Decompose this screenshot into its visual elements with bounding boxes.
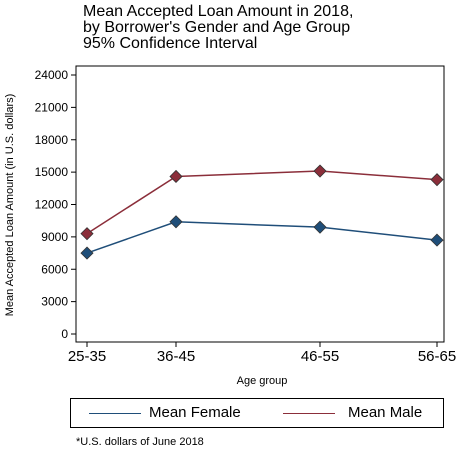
chart-title-line-1: Mean Accepted Loan Amount in 2018, [83, 3, 354, 20]
x-tick-label: 46-55 [301, 348, 339, 365]
footnote: *U.S. dollars of June 2018 [76, 436, 204, 448]
legend: Mean Female Mean Male [70, 398, 444, 428]
y-tick-label: 15000 [35, 165, 69, 179]
plot-frame [75, 65, 445, 343]
x-tick-label: 36-45 [157, 348, 195, 365]
y-axis-label: Mean Accepted Loan Amount (in U.S. dolla… [4, 93, 16, 317]
y-tick-label: 21000 [35, 100, 69, 114]
chart-title-line-2: by Borrower's Gender and Age Group [83, 19, 351, 36]
data-point-female [80, 246, 94, 260]
y-tick-label: 0 [61, 327, 68, 341]
legend-male-line [283, 413, 335, 414]
y-tick-label: 18000 [35, 133, 69, 147]
legend-male-label: Mean Male [348, 404, 423, 421]
data-point-male [80, 227, 94, 241]
x-tick-label: 56-65 [418, 348, 456, 365]
x-axis-label: Age group [236, 375, 288, 387]
legend-female-line [89, 413, 141, 414]
data-point-female [430, 233, 444, 247]
chart-title-line-3: 95% Confidence Interval [83, 35, 258, 52]
x-tick-label: 25-35 [68, 348, 106, 365]
y-tick-label: 6000 [41, 262, 68, 276]
data-point-male [430, 173, 444, 187]
y-tick-label: 9000 [41, 230, 68, 244]
y-tick-label: 3000 [41, 295, 68, 309]
data-point-female [169, 215, 183, 229]
series-line-male [86, 170, 438, 235]
y-tick-label: 12000 [35, 198, 69, 212]
series-line-female [86, 221, 438, 254]
data-point-female [313, 220, 327, 234]
data-point-male [313, 164, 327, 178]
chart-title: Mean Accepted Loan Amount in 2018, by Bo… [83, 4, 353, 52]
legend-female-label: Mean Female [149, 404, 241, 421]
y-tick-label: 24000 [35, 68, 69, 82]
data-point-male [169, 169, 183, 184]
